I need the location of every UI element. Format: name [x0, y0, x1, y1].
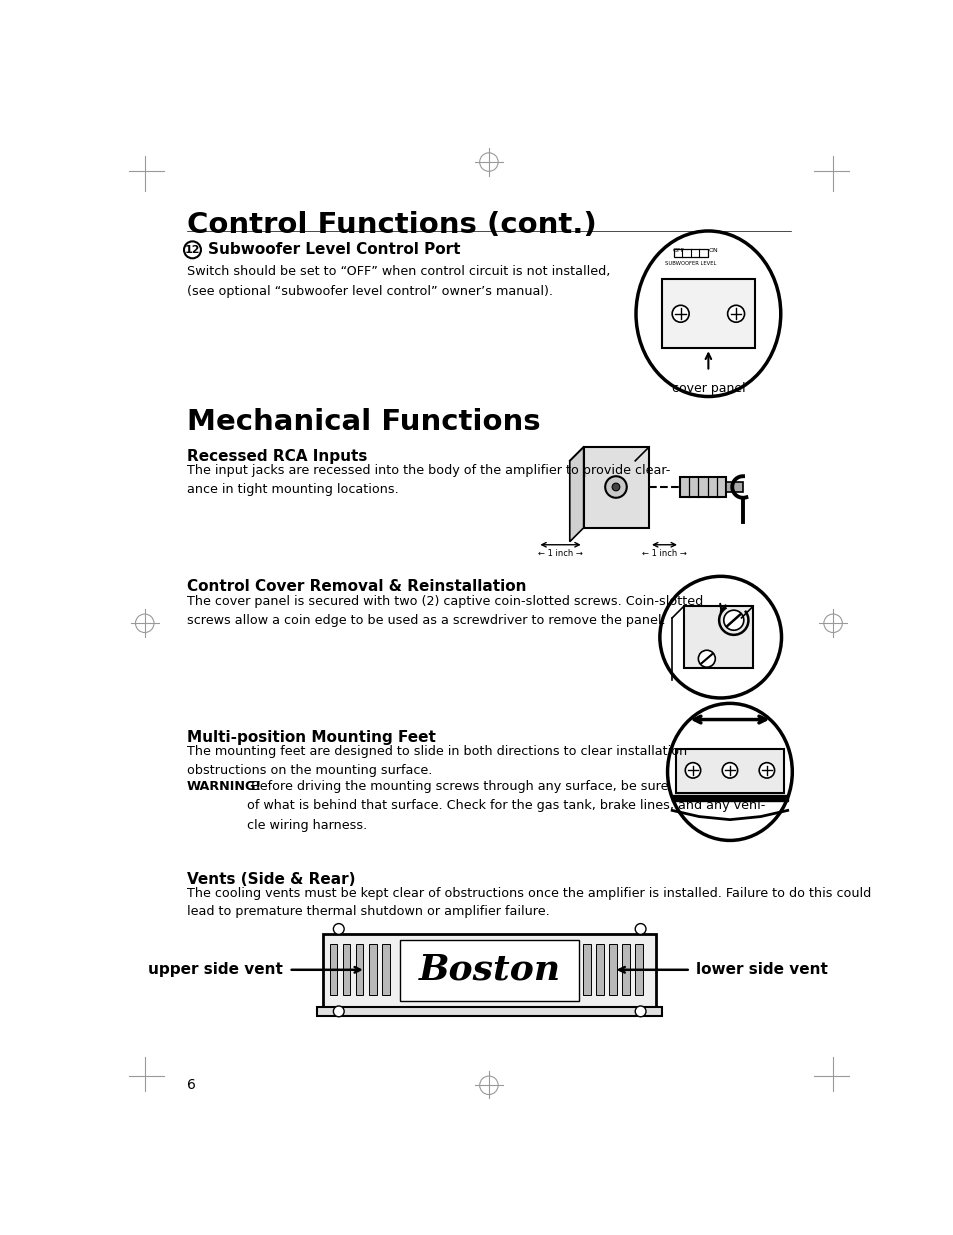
Bar [673, 249, 707, 257]
Bar [683, 606, 752, 668]
Text: ← 1 inch →: ← 1 inch → [641, 550, 686, 558]
Bar [596, 944, 603, 995]
Text: upper side vent: upper side vent [149, 962, 283, 977]
Ellipse shape [636, 231, 780, 396]
Text: Recessed RCA Inputs: Recessed RCA Inputs [187, 448, 367, 463]
Text: Switch should be set to “OFF” when control circuit is not installed,
(see option: Switch should be set to “OFF” when contr… [187, 266, 610, 298]
Bar [582, 944, 590, 995]
Ellipse shape [659, 577, 781, 698]
Ellipse shape [667, 704, 792, 841]
Circle shape [721, 763, 737, 778]
Bar [621, 944, 629, 995]
Circle shape [635, 1007, 645, 1016]
Text: OFF: OFF [672, 248, 683, 253]
Text: Control Functions (cont.): Control Functions (cont.) [187, 211, 597, 240]
Text: Mechanical Functions: Mechanical Functions [187, 409, 540, 436]
Bar [608, 944, 616, 995]
Text: 12: 12 [185, 245, 200, 254]
Circle shape [333, 924, 344, 935]
Circle shape [698, 651, 715, 667]
Circle shape [333, 1007, 344, 1016]
Bar [676, 748, 783, 793]
Bar [342, 944, 350, 995]
Bar [661, 279, 754, 348]
Circle shape [723, 610, 743, 630]
Text: ON: ON [708, 248, 718, 253]
Text: WARNING!: WARNING! [187, 779, 262, 793]
Text: The cooling vents must be kept clear of obstructions once the amplifier is insta: The cooling vents must be kept clear of … [187, 888, 870, 919]
Text: The mounting feet are designed to slide in both directions to clear installation: The mounting feet are designed to slide … [187, 745, 686, 778]
Text: Vents (Side & Rear): Vents (Side & Rear) [187, 872, 355, 887]
Bar [672, 795, 787, 802]
Text: ← 1 inch →: ← 1 inch → [537, 550, 582, 558]
Text: 6: 6 [187, 1078, 195, 1093]
Circle shape [684, 763, 700, 778]
Text: The input jacks are recessed into the body of the amplifier to provide clear-
an: The input jacks are recessed into the bo… [187, 464, 670, 496]
Circle shape [727, 305, 743, 322]
Text: Multi-position Mounting Feet: Multi-position Mounting Feet [187, 730, 436, 745]
Bar [635, 944, 642, 995]
Circle shape [672, 305, 688, 322]
Bar [323, 934, 656, 1007]
Bar [679, 477, 725, 496]
Text: SUBWOOFER LEVEL: SUBWOOFER LEVEL [664, 262, 716, 267]
Bar [725, 482, 742, 493]
Bar [329, 944, 336, 995]
Circle shape [759, 763, 774, 778]
Circle shape [604, 477, 626, 498]
Text: cover panel: cover panel [671, 383, 744, 395]
Bar [400, 940, 578, 1000]
Polygon shape [569, 447, 583, 542]
Bar [317, 1007, 661, 1016]
Text: Subwoofer Level Control Port: Subwoofer Level Control Port [208, 242, 460, 257]
Text: lower side vent: lower side vent [696, 962, 827, 977]
Bar [583, 447, 648, 527]
Text: Control Cover Removal & Reinstallation: Control Cover Removal & Reinstallation [187, 579, 526, 594]
Circle shape [612, 483, 619, 490]
Circle shape [635, 924, 645, 935]
Bar [369, 944, 376, 995]
Text: Boston: Boston [418, 952, 560, 987]
Text: Before driving the mounting screws through any surface, be sure
of what is behin: Before driving the mounting screws throu… [247, 779, 764, 831]
Bar [355, 944, 363, 995]
Text: The cover panel is secured with two (2) captive coin-slotted screws. Coin-slotte: The cover panel is secured with two (2) … [187, 595, 702, 627]
Bar [381, 944, 389, 995]
